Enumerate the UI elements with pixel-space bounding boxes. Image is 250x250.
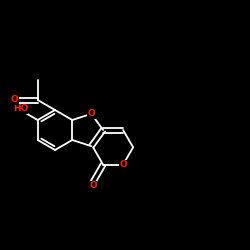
- Text: O: O: [11, 96, 18, 104]
- Text: O: O: [88, 109, 95, 118]
- Text: O: O: [89, 181, 97, 190]
- Text: HO: HO: [13, 104, 28, 113]
- Text: O: O: [119, 160, 127, 169]
